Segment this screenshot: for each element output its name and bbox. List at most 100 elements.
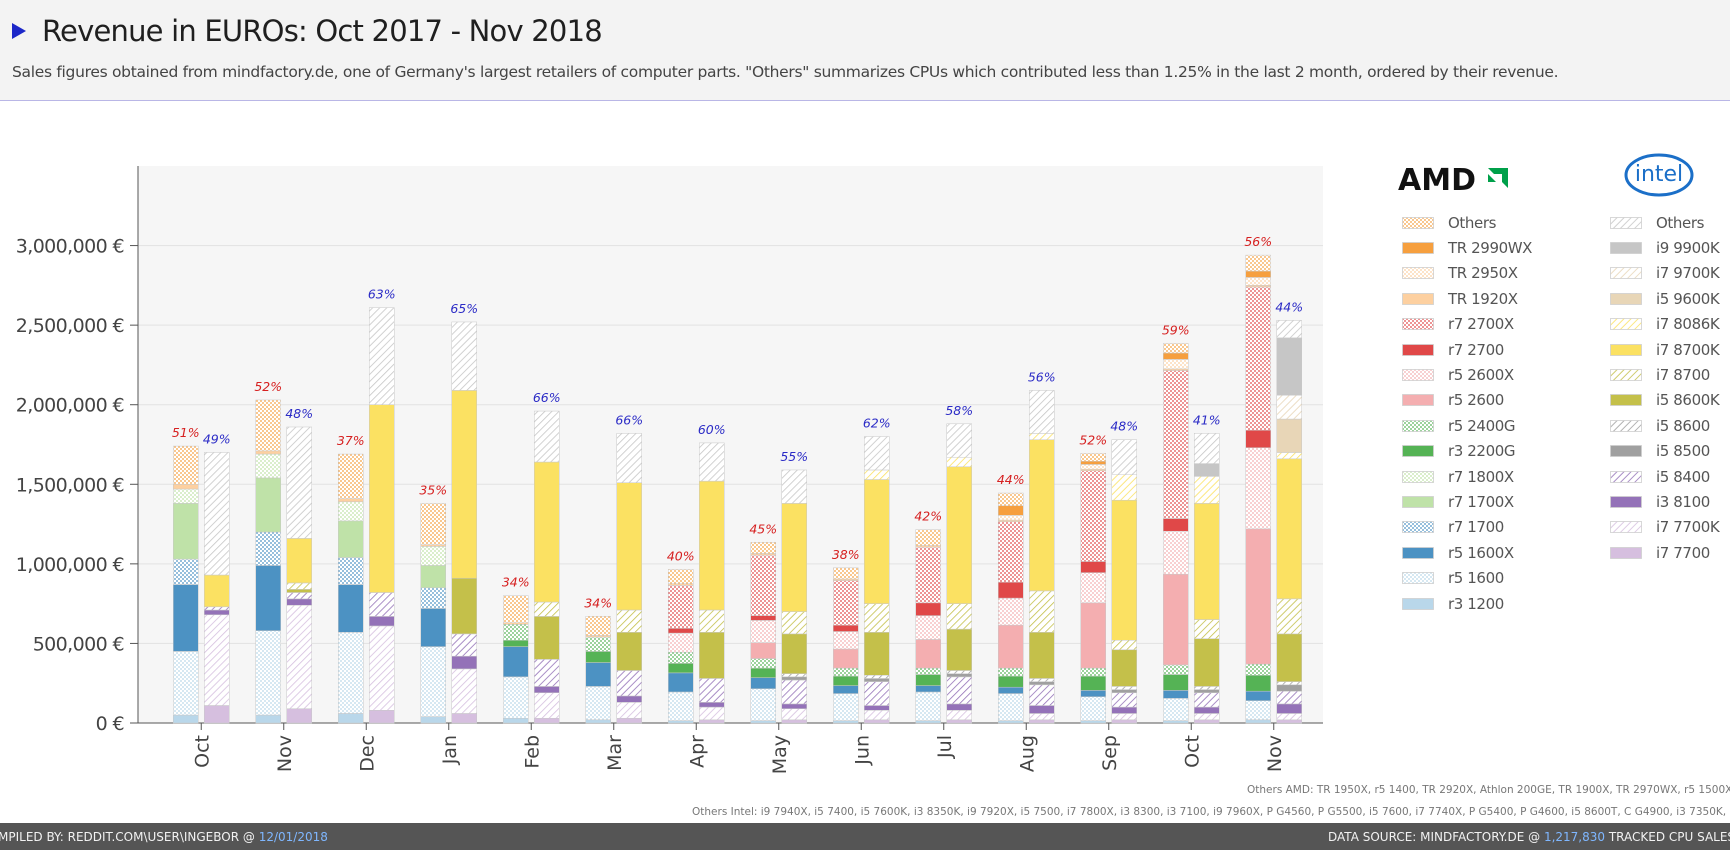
amd-bar-r5-1600-jan bbox=[420, 646, 446, 717]
amd-bar-r5-2400g-feb bbox=[503, 624, 529, 641]
amd-legend-item-r7-2700: r7 2700 bbox=[1402, 337, 1532, 362]
legend-swatch bbox=[1610, 267, 1642, 280]
x-tick-label: Sep bbox=[1099, 735, 1121, 771]
amd-bar-r7-2700x-may bbox=[750, 554, 776, 616]
y-tick-label: 500,000 € bbox=[33, 633, 124, 655]
amd-bar-r5-2600-oct bbox=[1163, 573, 1189, 666]
intel-bar-i5-8600k-jul bbox=[946, 628, 972, 671]
intel-bar-i5-8500-aug bbox=[1029, 681, 1055, 686]
amd-bar-r5-1600x-oct bbox=[173, 584, 199, 652]
amd-bar-r5-1600x-aug bbox=[998, 686, 1024, 694]
legend-label: r7 1700 bbox=[1448, 518, 1504, 537]
amd-bar-others-oct bbox=[173, 445, 199, 485]
intel-bar-i7-9700k-nov bbox=[1276, 394, 1302, 420]
y-tick-label: 1,000,000 € bbox=[16, 554, 124, 576]
intel-bar-i5-8400-oct bbox=[204, 606, 230, 611]
intel-bar-i7-8700k-jun bbox=[864, 479, 890, 604]
amd-share-label: 44% bbox=[997, 472, 1025, 487]
legend-swatch-fill bbox=[1610, 394, 1642, 407]
amd-bar-tr-2950x-sep bbox=[1080, 464, 1106, 470]
amd-bar-r5-2600-jun bbox=[833, 648, 859, 669]
amd-bar-r5-1600-aug bbox=[998, 693, 1024, 721]
amd-bar-r7-2700-nov bbox=[1245, 429, 1271, 448]
intel-bar-others-jun bbox=[864, 436, 890, 471]
amd-logo: AMD bbox=[1398, 160, 1518, 202]
amd-bar-r5-1600-oct bbox=[1163, 698, 1189, 721]
amd-bar-r5-1600-feb bbox=[503, 676, 529, 719]
amd-bar-tr-2990wx-nov bbox=[1245, 270, 1271, 278]
legend-swatch-fill bbox=[1402, 216, 1434, 229]
legend-swatch-fill bbox=[1610, 318, 1642, 331]
intel-bar-i7-8700-may bbox=[781, 611, 807, 635]
x-tick-label: May bbox=[769, 735, 791, 774]
amd-bar-others-dec bbox=[338, 453, 364, 499]
footer-date: 12/01/2018 bbox=[258, 830, 328, 844]
amd-bar-r3-2200g-aug bbox=[998, 675, 1024, 688]
intel-bar-i3-8100-may bbox=[781, 703, 807, 709]
amd-bar-r5-1600x-oct bbox=[1163, 690, 1189, 699]
intel-bar-i5-8400-jul bbox=[946, 676, 972, 705]
intel-bar-others-jan bbox=[451, 321, 477, 391]
amd-bar-r3-1200-sep bbox=[1080, 720, 1106, 724]
amd-bar-r7-2700x-sep bbox=[1080, 470, 1106, 562]
intel-bar-i5-8600-nov bbox=[1276, 681, 1302, 686]
amd-bar-r7-2700x-apr bbox=[668, 585, 694, 629]
y-tick-label: 0 € bbox=[96, 713, 124, 735]
intel-bar-i5-8400-sep bbox=[1111, 692, 1137, 708]
intel-bar-i5-8400-mar bbox=[616, 670, 642, 697]
amd-bar-r3-2200g-sep bbox=[1080, 675, 1106, 691]
y-tick-label: 2,500,000 € bbox=[16, 315, 124, 337]
amd-bar-r5-2600x-apr bbox=[668, 632, 694, 653]
amd-share-label: 59% bbox=[1162, 322, 1190, 337]
amd-bar-r5-1600x-jan bbox=[420, 608, 446, 647]
amd-bar-others-jul bbox=[915, 529, 941, 546]
legend-swatch bbox=[1402, 496, 1434, 508]
legend-swatch bbox=[1402, 419, 1434, 432]
intel-legend-item-others: Others bbox=[1610, 210, 1719, 235]
intel-legend-item-i3-8100: i3 8100 bbox=[1610, 489, 1719, 514]
footnote-intel-others: Others Intel: i9 7940X, i5 7400, i5 7600… bbox=[692, 806, 1730, 818]
y-tick-label: 2,000,000 € bbox=[16, 395, 124, 417]
legend-swatch-fill bbox=[1610, 419, 1642, 432]
amd-bar-tr-2950x-oct bbox=[1163, 359, 1189, 370]
intel-bar-i7-8700k-oct bbox=[1194, 503, 1220, 620]
amd-bar-tr-1920x-nov bbox=[255, 450, 281, 455]
intel-share-label: 41% bbox=[1193, 412, 1221, 427]
x-tick-label: Jan bbox=[439, 735, 461, 765]
legend-label: i5 8600 bbox=[1656, 416, 1710, 435]
legend-label: r7 1700X bbox=[1448, 492, 1514, 511]
intel-bar-i5-8600-sep bbox=[1111, 686, 1137, 690]
amd-bar-r5-1600x-nov bbox=[255, 565, 281, 631]
amd-bar-tr-1920x-oct bbox=[173, 484, 199, 490]
legend-swatch bbox=[1610, 445, 1642, 458]
legend-intel: Others i9 9900K i7 9700K i5 9600K i7 8086K i7… bbox=[1610, 210, 1720, 565]
legend-swatch bbox=[1610, 318, 1642, 331]
amd-bar-tr-2990wx-oct bbox=[1163, 352, 1189, 360]
intel-bar-i5-8600-may bbox=[781, 673, 807, 678]
intel-bar-i9-9900k-oct bbox=[1194, 463, 1220, 477]
amd-share-label: 52% bbox=[1079, 432, 1107, 447]
intel-bar-i5-8500-oct bbox=[1194, 689, 1220, 694]
legend-swatch bbox=[1402, 521, 1434, 534]
amd-bar-r7-2700x-nov bbox=[1245, 286, 1271, 431]
intel-bar-i5-8600k-nov bbox=[1276, 633, 1302, 682]
intel-bar-i7-7700-feb bbox=[534, 717, 560, 724]
legend-swatch bbox=[1402, 216, 1434, 229]
legend-label: r7 2700X bbox=[1448, 315, 1514, 334]
amd-bar-r3-1200-jun bbox=[833, 720, 859, 724]
intel-bar-i7-7700-mar bbox=[616, 717, 642, 724]
amd-bar-r7-1700-nov bbox=[255, 531, 281, 566]
intel-bar-i3-8100-sep bbox=[1111, 706, 1137, 714]
legend-swatch bbox=[1402, 318, 1434, 331]
intel-bar-i7-7700k-feb bbox=[534, 692, 560, 719]
footer-credit: MPILED BY: REDDIT.COM\USER\INGEBOR @ 12/… bbox=[0, 830, 328, 844]
amd-bar-r5-1600x-dec bbox=[338, 584, 364, 633]
amd-bar-r7-2700-jun bbox=[833, 624, 859, 632]
amd-bar-others-feb bbox=[503, 595, 529, 623]
legend-swatch bbox=[1402, 394, 1434, 407]
x-tick-label: Apr bbox=[686, 735, 708, 768]
amd-bar-r7-2700-aug bbox=[998, 581, 1024, 599]
amd-share-label: 34% bbox=[584, 595, 612, 610]
amd-share-label: 38% bbox=[832, 547, 860, 562]
intel-bar-i5-8400-aug bbox=[1029, 684, 1055, 706]
